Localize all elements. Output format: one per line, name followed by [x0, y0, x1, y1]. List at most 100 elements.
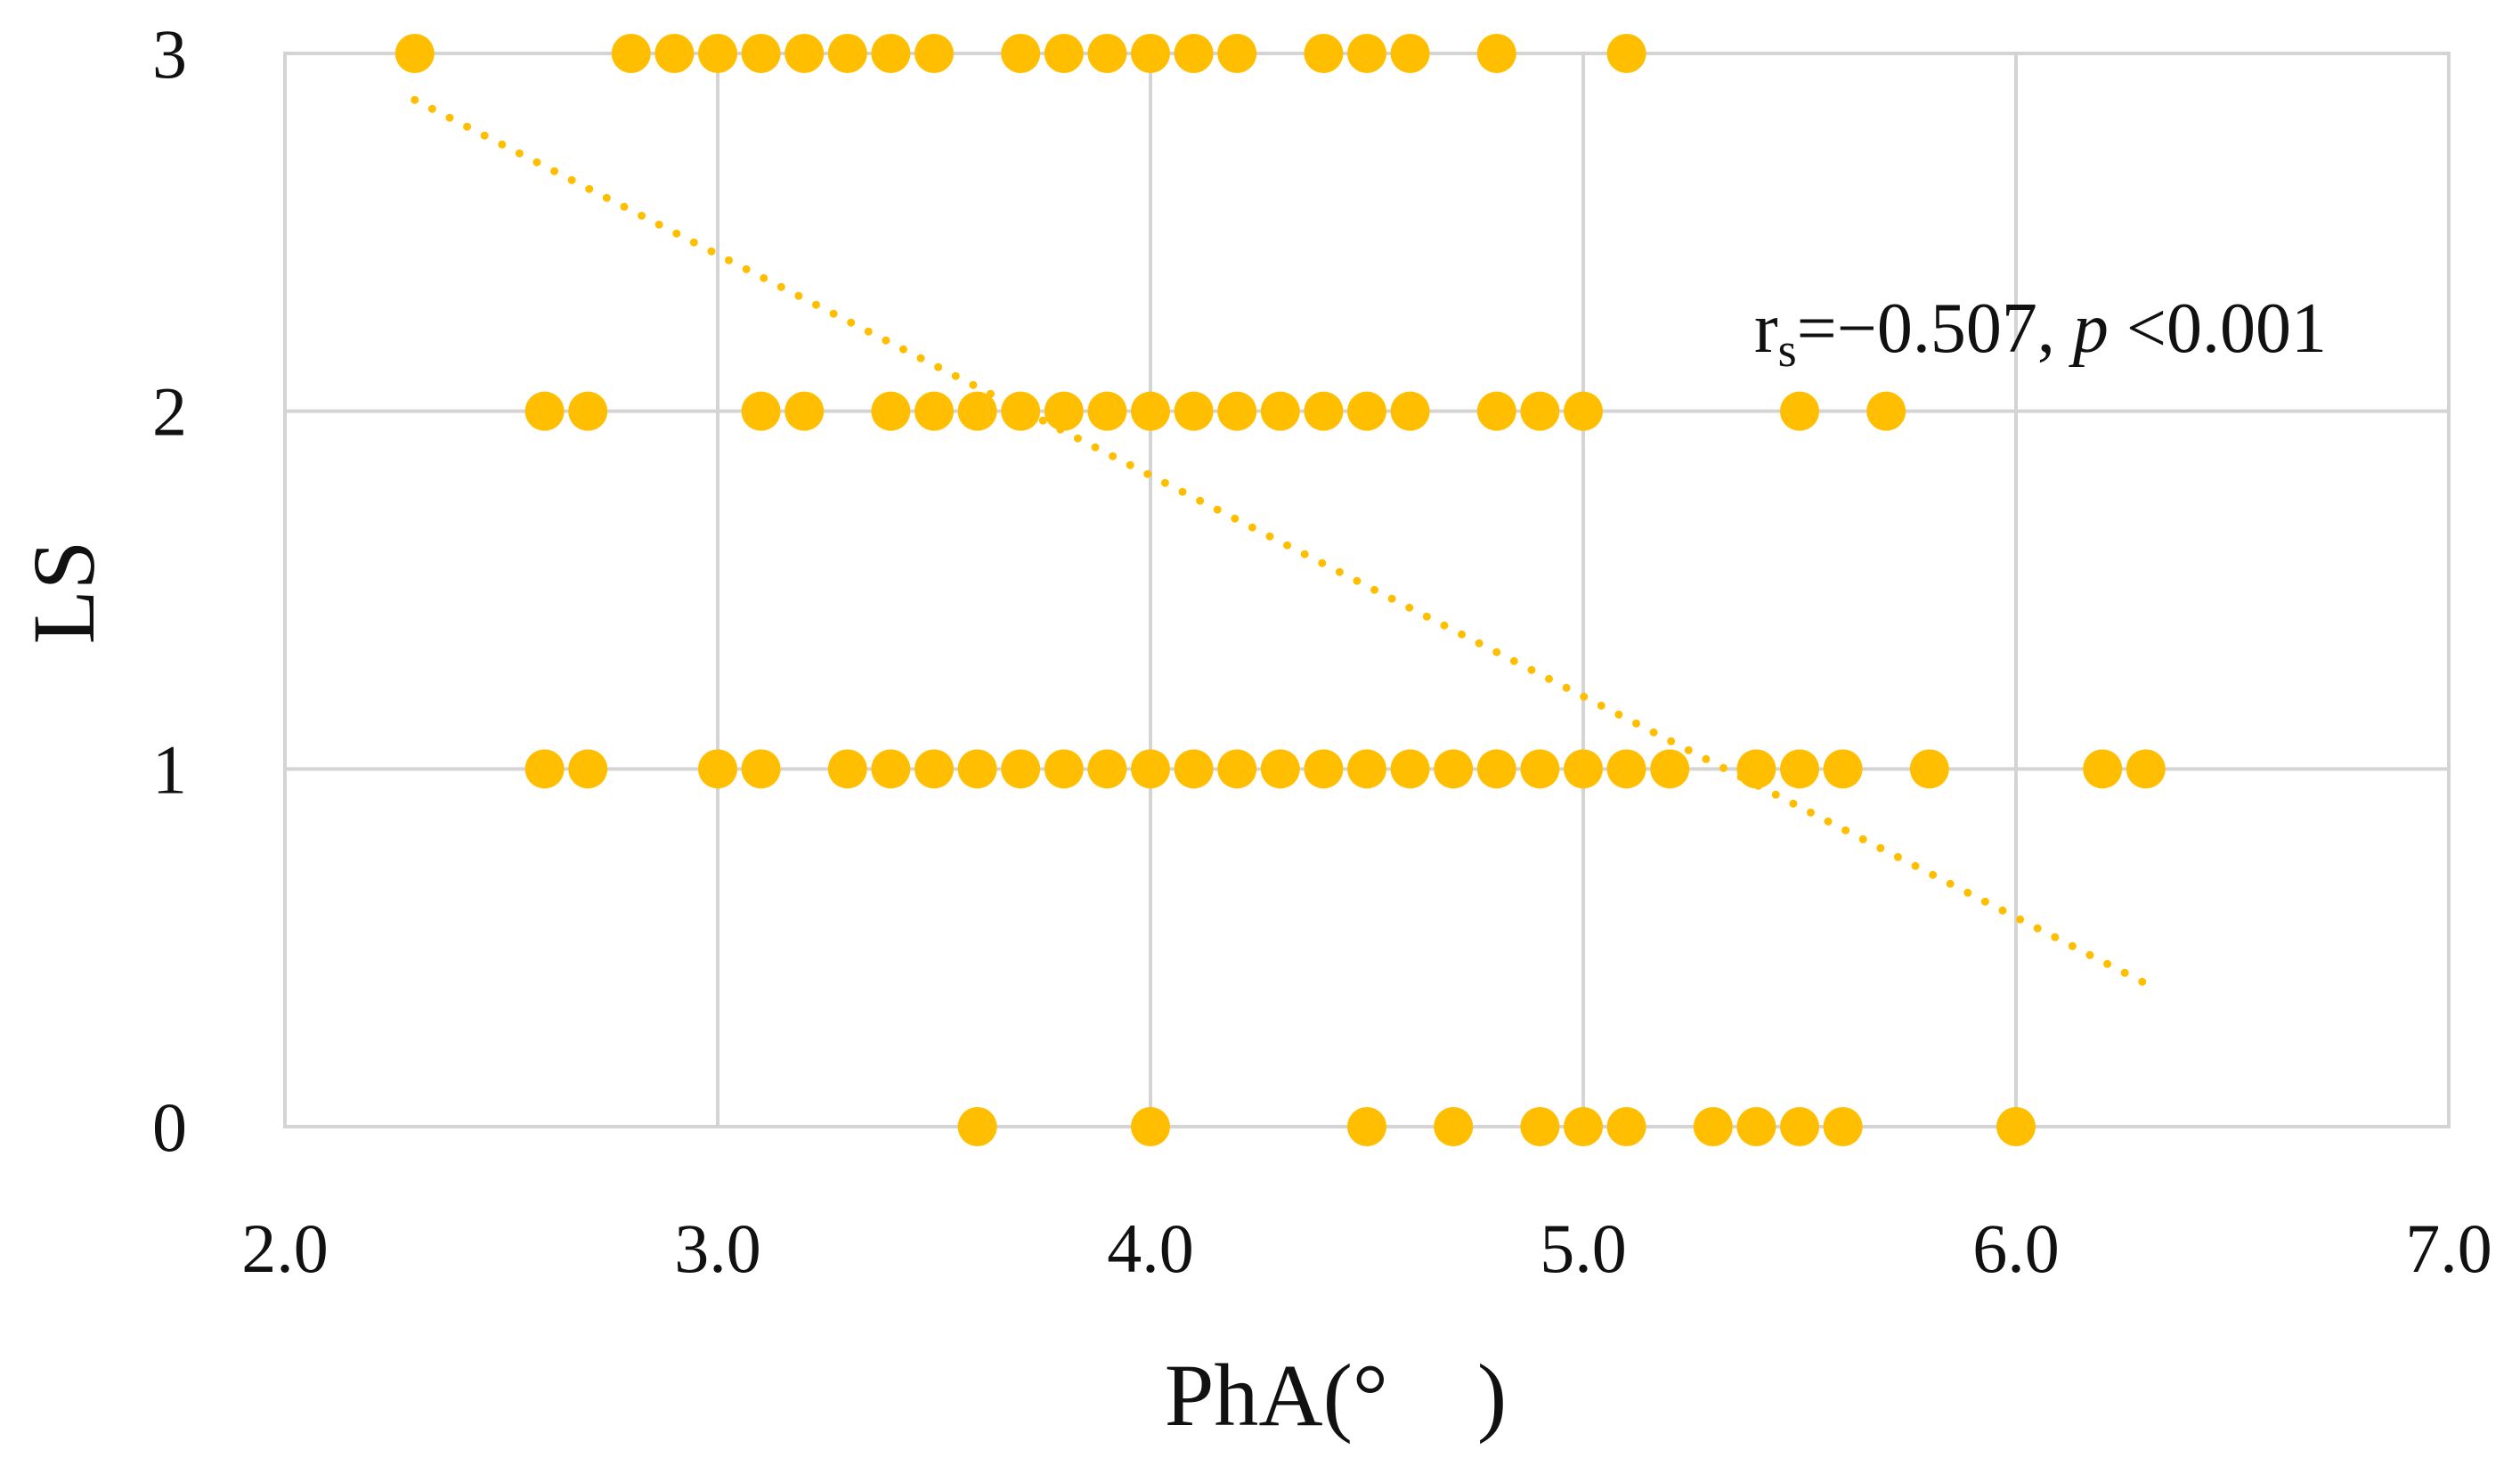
data-point: [654, 34, 695, 73]
data-point: [1606, 749, 1646, 789]
data-point: [871, 749, 911, 789]
data-point: [1520, 391, 1560, 431]
data-point: [1434, 749, 1474, 789]
data-point: [1476, 391, 1516, 431]
data-point: [1260, 749, 1300, 789]
data-point: [915, 34, 954, 73]
data-point: [1390, 749, 1430, 789]
data-point: [1780, 391, 1819, 431]
data-point: [957, 1107, 997, 1146]
data-point: [957, 391, 997, 431]
data-point: [871, 391, 911, 431]
data-point: [1476, 749, 1516, 789]
data-point: [741, 749, 781, 789]
data-point: [1001, 391, 1041, 431]
data-point: [1736, 749, 1776, 789]
data-point: [1780, 1107, 1819, 1146]
trendline-layer: [411, 95, 2150, 988]
data-point: [1087, 391, 1127, 431]
x-axis-title: PhA(° ): [1165, 1346, 1507, 1445]
data-point: [1823, 749, 1863, 789]
data-point: [1347, 749, 1386, 789]
data-point: [1174, 34, 1214, 73]
data-point: [1650, 749, 1690, 789]
data-point: [1606, 1107, 1646, 1146]
x-axis-ticks: 2.0 3.0 4.0 5.0 6.0 7.0: [241, 1210, 2492, 1287]
data-point: [568, 749, 608, 789]
y-tick-label: 2: [152, 373, 187, 451]
data-point: [1087, 749, 1127, 789]
data-point: [784, 391, 825, 431]
data-point: [568, 391, 608, 431]
y-tick-label: 1: [152, 730, 187, 808]
data-point: [1260, 391, 1300, 431]
p-symbol: p: [2069, 289, 2109, 368]
data-point: [1564, 749, 1603, 789]
y-tick-label: 3: [152, 15, 187, 93]
data-point: [1347, 1107, 1386, 1146]
data-point: [1131, 391, 1170, 431]
x-tick-label: 3.0: [674, 1210, 761, 1287]
y-axis-title: LS: [14, 541, 113, 645]
data-point: [1174, 391, 1214, 431]
data-point: [1044, 34, 1084, 73]
r-symbol: r: [1754, 289, 1778, 368]
data-point: [784, 34, 825, 73]
data-point: [1131, 1107, 1170, 1146]
data-point: [871, 34, 911, 73]
x-tick-label: 4.0: [1107, 1210, 1194, 1287]
data-point: [1476, 34, 1516, 73]
data-point: [1434, 1107, 1474, 1146]
data-point: [1304, 34, 1344, 73]
p-value: <0.001: [2109, 289, 2327, 368]
data-point: [1304, 749, 1344, 789]
data-point: [741, 34, 781, 73]
data-point: [1564, 391, 1603, 431]
y-tick-label: 0: [152, 1088, 187, 1166]
data-point: [1131, 749, 1170, 789]
data-point: [1001, 34, 1041, 73]
data-points: [394, 34, 2166, 1146]
data-point: [1780, 749, 1819, 789]
data-point: [698, 34, 737, 73]
data-point: [1001, 749, 1041, 789]
data-point: [1347, 34, 1386, 73]
data-point: [1217, 391, 1257, 431]
data-point: [1909, 749, 1949, 789]
data-point: [1390, 34, 1430, 73]
x-tick-label: 2.0: [241, 1210, 329, 1287]
data-point: [827, 749, 867, 789]
data-point: [394, 34, 435, 73]
data-point: [1736, 1107, 1776, 1146]
data-point: [1606, 34, 1646, 73]
data-point: [957, 749, 997, 789]
x-tick-label: 7.0: [2405, 1210, 2492, 1287]
trendline: [411, 95, 2150, 988]
data-point: [2083, 749, 2123, 789]
y-axis-ticks: 0 1 2 3: [152, 15, 187, 1166]
r-value: =−0.507,: [1797, 289, 2073, 368]
data-point: [524, 749, 565, 789]
data-point: [1823, 1107, 1863, 1146]
data-point: [1044, 749, 1084, 789]
x-tick-label: 6.0: [1972, 1210, 2060, 1287]
r-subscript: s: [1778, 323, 1797, 377]
data-point: [1087, 34, 1127, 73]
data-point: [1131, 34, 1170, 73]
data-point: [915, 749, 954, 789]
data-point: [611, 34, 651, 73]
data-point: [1866, 391, 1906, 431]
data-point: [741, 391, 781, 431]
data-point: [1693, 1107, 1733, 1146]
data-point: [1217, 34, 1257, 73]
data-point: [1347, 391, 1386, 431]
data-point: [1304, 391, 1344, 431]
x-tick-label: 5.0: [1540, 1210, 1627, 1287]
data-point: [1217, 749, 1257, 789]
data-point: [1564, 1107, 1603, 1146]
data-point: [1520, 1107, 1560, 1146]
plot-frame: [283, 52, 2451, 1128]
data-point: [1390, 391, 1430, 431]
data-point: [1996, 1107, 2036, 1146]
